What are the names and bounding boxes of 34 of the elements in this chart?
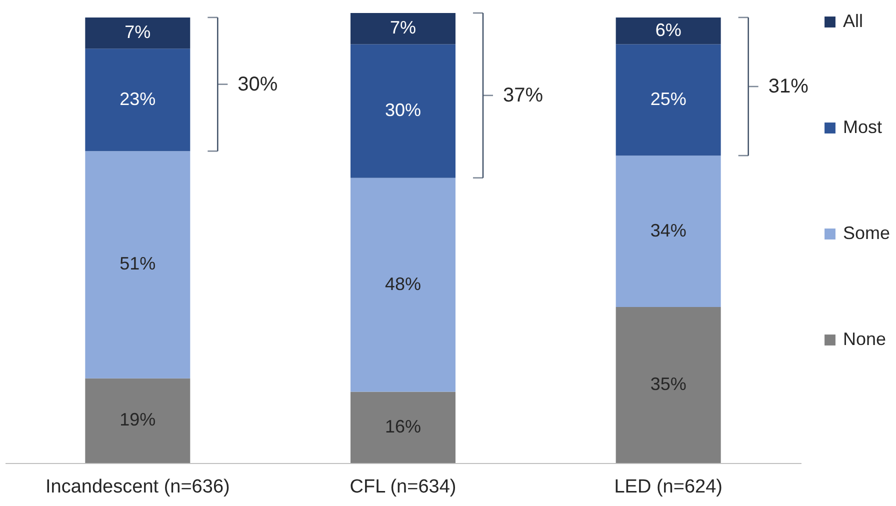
bar — [616, 17, 721, 44]
legend-label: Some — [843, 223, 890, 243]
bar — [350, 44, 456, 178]
data-label: 51% — [120, 254, 156, 274]
data-label: 30% — [384, 100, 422, 120]
bar — [85, 151, 190, 378]
bar — [350, 392, 456, 463]
data-label: 25% — [650, 88, 686, 109]
bar — [350, 178, 456, 392]
data-label: 35% — [650, 374, 686, 394]
data-label: 19% — [120, 410, 156, 430]
legend-label: All — [843, 11, 864, 31]
annotation: 37% — [503, 84, 544, 106]
x-tick-label: LED (n=624) — [614, 476, 722, 498]
data-label: 6% — [655, 20, 682, 40]
data-label: 23% — [120, 88, 156, 109]
bar — [616, 44, 721, 156]
bar — [85, 17, 190, 49]
bar — [85, 48, 190, 152]
bar — [616, 307, 721, 463]
data-label: 34% — [650, 220, 686, 240]
data-label: 16% — [384, 416, 422, 436]
bar — [616, 156, 721, 308]
x-tick-label: CFL (n=634) — [350, 476, 456, 498]
data-label: 48% — [384, 274, 422, 294]
data-label: 7% — [390, 18, 416, 38]
legend-label: None — [843, 329, 886, 349]
bar — [85, 378, 190, 463]
data-label: 7% — [124, 22, 151, 42]
x-tick-label: Incandescent (n=636) — [46, 476, 230, 498]
annotation: 31% — [768, 76, 809, 98]
legend-label: Most — [843, 117, 882, 137]
annotation: 30% — [238, 73, 278, 96]
bar — [350, 13, 456, 44]
